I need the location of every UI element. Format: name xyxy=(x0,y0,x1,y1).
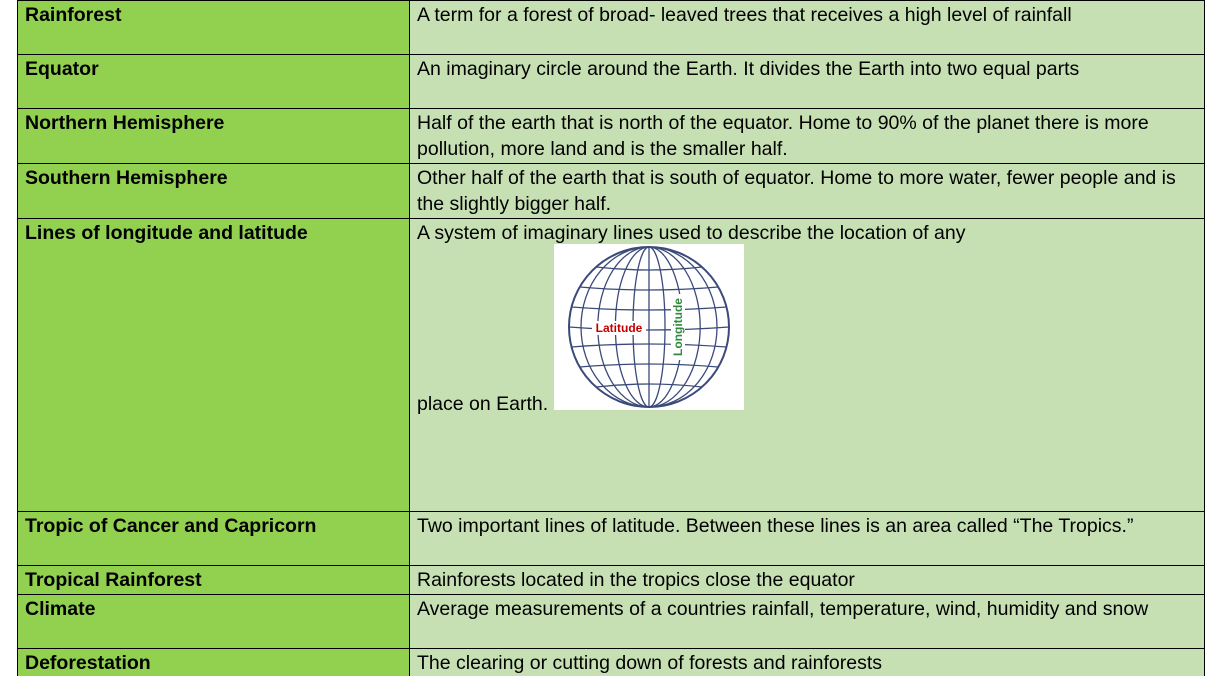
definition-text: Average measurements of a countries rain… xyxy=(417,598,1148,620)
definition: Half of the earth that is north of the e… xyxy=(410,109,1205,164)
definition-end: place on Earth. Latitude Longitude xyxy=(417,242,1198,417)
definition-text: Other half of the earth that is south of… xyxy=(417,167,1176,215)
term: Southern Hemisphere xyxy=(18,164,410,219)
row: Tropical Rainforest Rainforests located i… xyxy=(18,566,1205,595)
definition-text: A term for a forest of broad- leaved tre… xyxy=(417,4,1072,26)
definition-text: place on Earth. xyxy=(417,393,548,415)
term: Northern Hemisphere xyxy=(18,109,410,164)
term: Climate xyxy=(18,595,410,649)
definition: Average measurements of a countries rain… xyxy=(410,595,1205,649)
row: Climate Average measurements of a countri… xyxy=(18,595,1205,649)
definition-text: An imaginary circle around the Earth. It… xyxy=(417,58,1079,80)
page: Rainforest A term for a forest of broad- … xyxy=(0,0,1212,676)
row: Lines of longitude and latitude A system … xyxy=(18,219,1205,512)
definition: Other half of the earth that is south of… xyxy=(410,164,1205,219)
row: Tropic of Cancer and Capricorn Two import… xyxy=(18,512,1205,566)
glossary-table: Rainforest A term for a forest of broad- … xyxy=(17,0,1205,676)
term: Tropic of Cancer and Capricorn xyxy=(18,512,410,566)
definition: The clearing or cutting down of forests … xyxy=(410,649,1205,676)
definition: An imaginary circle around the Earth. It… xyxy=(410,55,1205,109)
row: Rainforest A term for a forest of broad- … xyxy=(18,1,1205,55)
term: Deforestation xyxy=(18,649,410,676)
longitude-label: Longitude xyxy=(671,298,685,356)
definition-text: Rainforests located in the tropics close… xyxy=(417,569,855,591)
definition-text: Half of the earth that is north of the e… xyxy=(417,112,1149,160)
definition: Two important lines of latitude. Between… xyxy=(410,512,1205,566)
term: Tropical Rainforest xyxy=(18,566,410,595)
definition-text: Two important lines of latitude. Between… xyxy=(417,515,1133,537)
row: Equator An imaginary circle around the Ea… xyxy=(18,55,1205,109)
term: Equator xyxy=(18,55,410,109)
globe-figure: Latitude Longitude xyxy=(554,244,744,410)
definition: Rainforests located in the tropics close… xyxy=(410,566,1205,595)
definition: A system of imaginary lines used to desc… xyxy=(410,219,1205,512)
definition-text: The clearing or cutting down of forests … xyxy=(417,652,882,674)
latitude-label: Latitude xyxy=(596,321,643,335)
definition: A term for a forest of broad- leaved tre… xyxy=(410,1,1205,55)
term: Rainforest xyxy=(18,1,410,55)
row: Deforestation The clearing or cutting dow… xyxy=(18,649,1205,676)
term: Lines of longitude and latitude xyxy=(18,219,410,512)
definition-text: A system of imaginary lines used to desc… xyxy=(417,222,965,244)
glossary: Rainforest A term for a forest of broad- … xyxy=(17,0,1205,676)
